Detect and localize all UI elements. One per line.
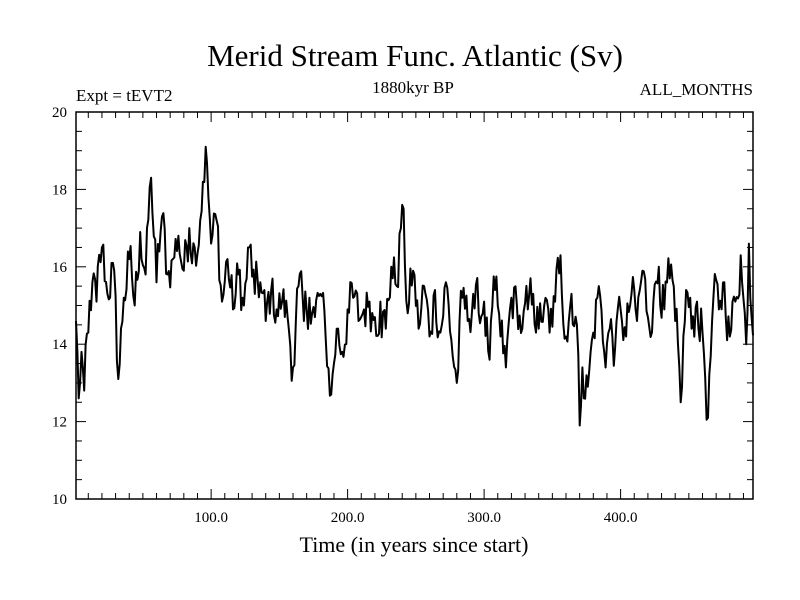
x-tick-label: 400.0 (604, 510, 638, 526)
months-label: ALL_MONTHS (640, 80, 753, 99)
y-tick-label: 16 (52, 260, 68, 276)
y-tick-label: 18 (52, 182, 67, 198)
experiment-label: Expt = tEVT2 (76, 86, 172, 105)
period-label: 1880kyr BP (372, 78, 454, 97)
y-tick-label: 12 (52, 415, 67, 431)
x-tick-label: 200.0 (331, 510, 365, 526)
plot-frame (75, 111, 754, 500)
x-tick-label: 300.0 (467, 510, 501, 526)
chart-title: Merid Stream Func. Atlantic (Sv) (207, 38, 623, 73)
x-axis-label: Time (in years since start) (300, 532, 529, 557)
x-tick-label: 100.0 (194, 510, 228, 526)
axis-ticks (76, 111, 753, 500)
y-tick-label: 10 (52, 492, 67, 508)
series-line (75, 145, 754, 427)
axis-tick-labels: 100.0 200.0 300.0 400.0 10 12 14 16 18 20 (52, 105, 637, 526)
y-tick-label: 14 (52, 337, 68, 353)
y-tick-label: 20 (52, 105, 67, 121)
